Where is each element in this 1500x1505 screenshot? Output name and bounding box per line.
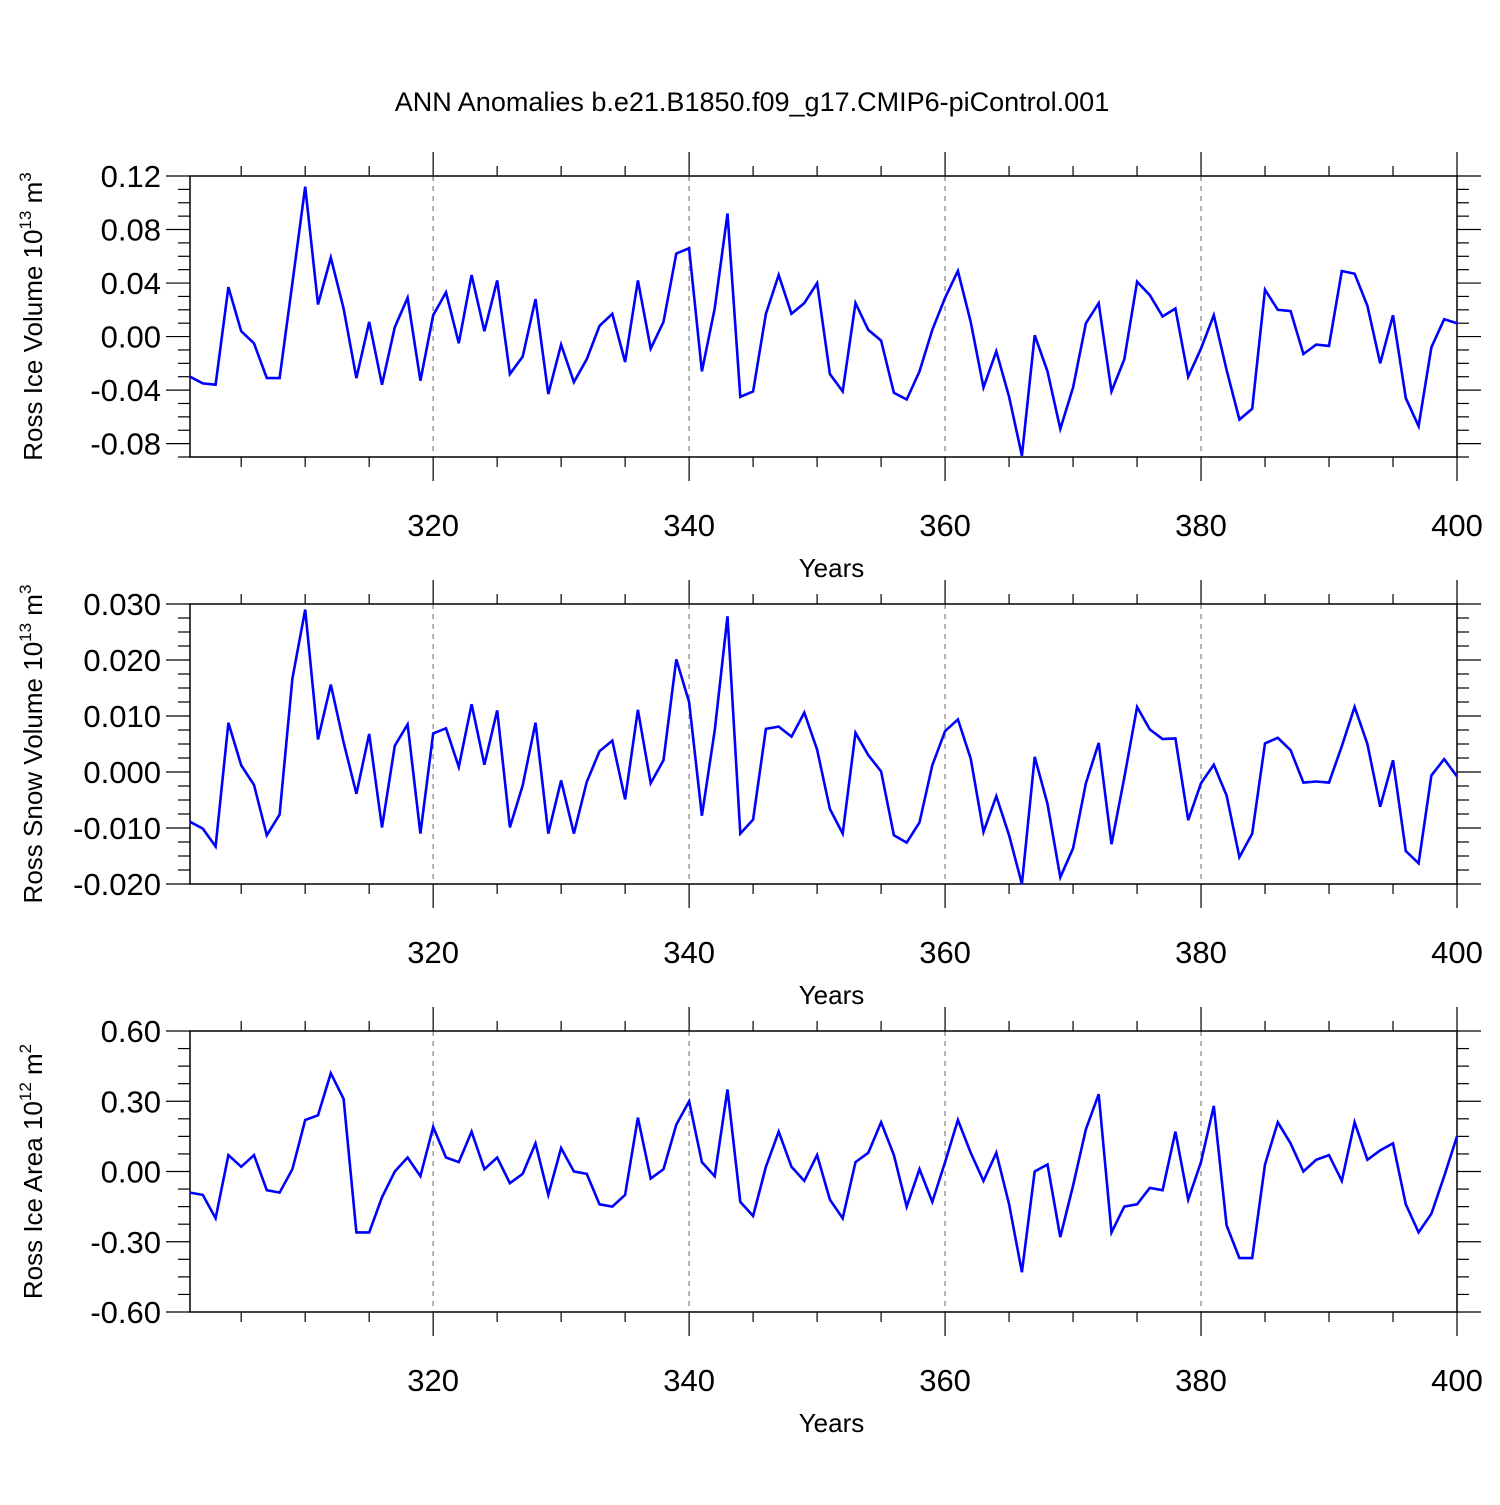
x-tick-label: 340 (663, 1363, 715, 1398)
y-tick-label: -0.010 (73, 811, 161, 846)
y-axis-label-unit: m (18, 1053, 48, 1082)
panels: 320 340 360 380 400 -0.08 -0.04 0.00 0.04 0.08 0.1… (16, 152, 1483, 1438)
x-tick-label: 360 (919, 508, 971, 543)
x-tick-label: 380 (1175, 508, 1227, 543)
y-axis-label-exponent: 13 (16, 623, 35, 642)
x-axis-label: Years (799, 553, 865, 583)
y-tick-label: -0.60 (90, 1295, 161, 1330)
y-tick-label: 0.04 (101, 266, 161, 301)
y-axis-label-unit: m (18, 182, 48, 211)
x-axis-label: Years (799, 980, 865, 1010)
panel-2: 320 340 360 380 400 -0.020 -0.010 0.000 0.010 0.0… (16, 580, 1483, 1010)
x-tick-label: 400 (1431, 508, 1483, 543)
x-tick-label: 400 (1431, 935, 1483, 970)
y-axis-label-unit: m (18, 594, 48, 623)
series-line (189, 186, 1458, 456)
panel-3: 320 340 360 380 400 -0.60 -0.30 0.00 0.30 0.60 Yea… (16, 1007, 1483, 1438)
y-axis-label: Ross Ice Area 1012 m2 (16, 1044, 48, 1299)
x-tick-label: 400 (1431, 1363, 1483, 1398)
y-axis-label: Ross Ice Volume 1013 m3 (16, 172, 48, 461)
x-tick-label: 360 (919, 1363, 971, 1398)
y-tick-label: 0.12 (101, 159, 161, 194)
x-tick-label: 340 (663, 935, 715, 970)
plot-frame (189, 1030, 1458, 1313)
plot-frame (189, 603, 1458, 885)
y-tick-label: -0.30 (90, 1225, 161, 1260)
x-tick-label: 380 (1175, 1363, 1227, 1398)
y-axis-label-text: Ross Snow Volume 10 (18, 642, 48, 904)
panel-1: 320 340 360 380 400 -0.08 -0.04 0.00 0.04 0.08 0.1… (16, 152, 1483, 583)
y-tick-label: 0.08 (101, 213, 161, 248)
x-tick-label: 380 (1175, 935, 1227, 970)
y-axis-label-unit-exponent: 2 (16, 1044, 35, 1053)
y-tick-label: 0.020 (83, 643, 161, 678)
y-tick-label: -0.08 (90, 427, 161, 462)
y-axis-label-exponent: 12 (16, 1082, 35, 1101)
y-axis-label-exponent: 13 (16, 211, 35, 230)
y-tick-label: 0.60 (101, 1014, 161, 1049)
y-tick-label: 0.00 (101, 1155, 161, 1190)
plot-frame (189, 175, 1458, 458)
y-tick-label: 0.30 (101, 1084, 161, 1119)
x-tick-label: 360 (919, 935, 971, 970)
y-tick-label: -0.020 (73, 867, 161, 902)
y-axis-label-unit-exponent: 3 (16, 172, 35, 181)
y-axis-label-text: Ross Ice Area 10 (18, 1101, 48, 1299)
x-axis-label: Years (799, 1408, 865, 1438)
y-tick-label: 0.000 (83, 755, 161, 790)
y-tick-label: 0.00 (101, 320, 161, 355)
y-axis-label-unit-exponent: 3 (16, 585, 35, 594)
y-axis-label: Ross Snow Volume 1013 m3 (16, 585, 48, 904)
series-line (189, 1069, 1459, 1273)
x-tick-label: 340 (663, 508, 715, 543)
y-tick-label: 0.030 (83, 587, 161, 622)
x-tick-label: 320 (407, 1363, 459, 1398)
y-axis-label-text: Ross Ice Volume 10 (18, 230, 48, 461)
chart-title: ANN Anomalies b.e21.B1850.f09_g17.CMIP6-… (395, 87, 1109, 117)
x-tick-label: 320 (407, 508, 459, 543)
x-tick-label: 320 (407, 935, 459, 970)
series-line (189, 609, 1459, 885)
y-tick-label: -0.04 (90, 373, 161, 408)
y-tick-label: 0.010 (83, 699, 161, 734)
